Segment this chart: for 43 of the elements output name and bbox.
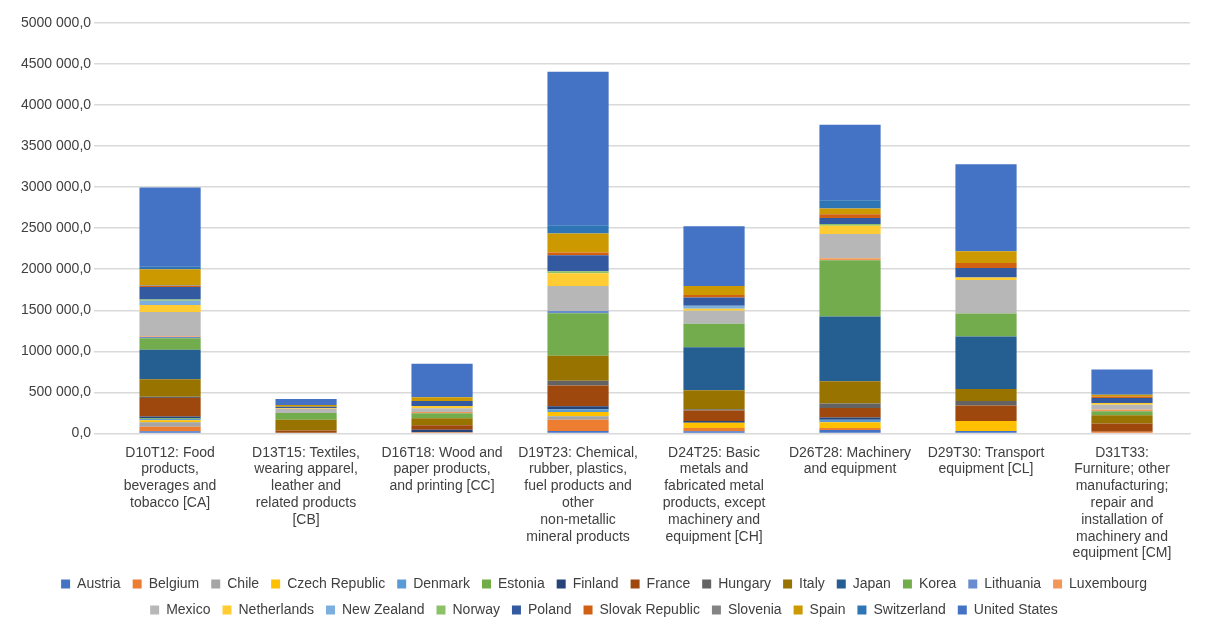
legend-label: Japan	[852, 574, 891, 591]
legend-label: Spain	[809, 600, 846, 617]
legend-label: Italy	[799, 574, 825, 591]
y-tick-label: 1500 000,0	[20, 301, 92, 318]
y-tick-label: 4000 000,0	[20, 95, 92, 112]
legend-label: Denmark	[413, 574, 471, 591]
y-tick-label: 2500 000,0	[20, 219, 92, 236]
y-tick-label: 3000 000,0	[20, 178, 92, 195]
legend-label: New Zealand	[341, 600, 425, 617]
legend-label: Chile	[227, 574, 260, 591]
legend-label: Netherlands	[238, 600, 314, 617]
y-tick-label: 4500 000,0	[20, 54, 92, 71]
legend-label: Belgium	[148, 574, 200, 591]
legend-label: United States	[973, 600, 1058, 617]
legend-label: Lithuania	[984, 574, 1042, 591]
y-tick-label: 3500 000,0	[20, 136, 92, 153]
y-tick-label: 500 000,0	[28, 383, 92, 400]
legend-label: Czech Republic	[287, 574, 386, 591]
x-tick-label: D19T23: Chemical, rubber, plastics, fuel products and other non-metallic mineral products	[518, 443, 638, 544]
x-tick-label: D10T12: Food products, beverages and tobacco [CA]	[123, 443, 217, 511]
x-tick-label: D31T33: Furniture; other manufacturing; repair and installation of machinery and equipment [CM]	[1072, 443, 1172, 561]
legend-label: Austria	[77, 574, 121, 591]
x-tick-label: D16T18: Wood and paper products, and printing [CC]	[381, 443, 503, 494]
legend-label: Korea	[918, 574, 957, 591]
legend-label: Poland	[527, 600, 572, 617]
legend-label: France	[646, 574, 691, 591]
legend-label: Luxembourg	[1069, 574, 1147, 591]
legend-label: Norway	[452, 600, 500, 617]
x-tick-label: D24T25: Basic metals and fabricated metal products, except machinery and equipment [CH]	[662, 443, 766, 544]
legend-label: Hungary	[718, 574, 772, 591]
legend-label: Finland	[572, 574, 619, 591]
legend-label: Slovenia	[727, 600, 782, 617]
x-tick-label: D26T28: Machinery and equipment	[788, 443, 912, 477]
y-tick-label: 5000 000,0	[20, 13, 92, 30]
y-tick-label: 2000 000,0	[20, 260, 92, 277]
legend-label: Switzerland	[873, 600, 946, 617]
x-tick-label: D29T30: Transport equipment [CL]	[927, 443, 1045, 477]
x-tick-label: D13T15: Textiles, wearing apparel, leather and related products [CB]	[252, 443, 361, 527]
y-tick-label: 0,0	[71, 424, 92, 441]
y-tick-label: 1000 000,0	[20, 342, 92, 359]
legend-label: Mexico	[166, 600, 211, 617]
legend-label: Slovak Republic	[599, 600, 700, 617]
legend-label: Estonia	[497, 574, 545, 591]
